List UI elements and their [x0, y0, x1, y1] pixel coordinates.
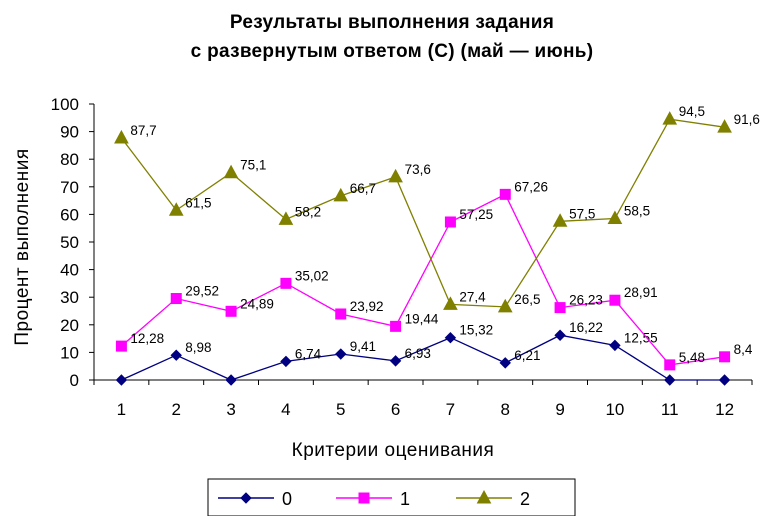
- x-axis-title: Критерии оценивания: [292, 440, 495, 461]
- x-tick-label: 2: [172, 400, 181, 419]
- data-label: 6,74: [295, 346, 322, 361]
- series-2-point: [444, 297, 457, 309]
- x-tick-label: 3: [226, 400, 235, 419]
- x-tick-label: 11: [661, 400, 679, 419]
- data-label: 94,5: [679, 104, 705, 119]
- data-label: 57,25: [459, 207, 493, 222]
- series-1-point: [336, 309, 346, 319]
- series-0-point: [720, 375, 730, 385]
- series-0-point: [226, 375, 236, 385]
- x-tick-label: 1: [117, 400, 126, 419]
- data-label: 6,93: [405, 346, 431, 361]
- series-0-point: [500, 358, 510, 368]
- data-label: 58,2: [295, 204, 321, 219]
- x-tick-label: 10: [605, 400, 624, 419]
- x-tick-label: 12: [715, 400, 734, 419]
- x-tick-label: 6: [391, 400, 400, 419]
- data-label: 91,6: [734, 112, 760, 127]
- series-0-point: [116, 375, 126, 385]
- series-0-point: [391, 356, 401, 366]
- y-tick-label: 60: [60, 205, 79, 224]
- series-1-point: [665, 360, 675, 370]
- y-tick-label: 90: [60, 123, 79, 142]
- data-label: 19,44: [405, 311, 439, 326]
- y-tick-label: 20: [60, 316, 79, 335]
- x-tick-label: 4: [281, 400, 290, 419]
- series-1-point: [445, 217, 455, 227]
- legend-label: 1: [400, 489, 410, 509]
- series-1-point: [171, 294, 181, 304]
- data-label: 9,41: [350, 339, 376, 354]
- series-2-point: [663, 112, 676, 124]
- data-label: 5,48: [679, 350, 705, 365]
- x-tick-label: 5: [336, 400, 345, 419]
- y-tick-label: 0: [70, 371, 79, 390]
- series-1-point: [500, 189, 510, 199]
- data-label: 73,6: [405, 162, 431, 177]
- data-label: 61,5: [185, 195, 211, 210]
- series-0-point: [610, 340, 620, 350]
- x-tick-label: 9: [555, 400, 564, 419]
- y-tick-label: 50: [60, 233, 79, 252]
- series-0-point: [336, 349, 346, 359]
- data-label: 58,5: [624, 204, 650, 219]
- data-label: 8,98: [185, 340, 211, 355]
- data-label: 16,22: [569, 320, 603, 335]
- series-2-point: [608, 212, 621, 224]
- data-label: 26,5: [514, 292, 540, 307]
- series-2-point: [499, 300, 512, 312]
- y-tick-label: 10: [60, 343, 79, 362]
- data-label: 57,5: [569, 206, 595, 221]
- y-tick-label: 70: [60, 178, 79, 197]
- series-2-point: [389, 170, 402, 182]
- series-2-point: [225, 166, 238, 178]
- series-0-point: [665, 375, 675, 385]
- x-tick-label: 7: [446, 400, 455, 419]
- data-label: 12,28: [130, 331, 164, 346]
- data-label: 87,7: [130, 123, 156, 138]
- series-0-point: [171, 350, 181, 360]
- data-label: 15,32: [459, 323, 493, 338]
- data-label: 12,55: [624, 330, 658, 345]
- legend-label: 2: [520, 489, 530, 509]
- data-label: 29,52: [185, 284, 219, 299]
- x-tick-label: 8: [501, 400, 510, 419]
- series-0-point: [555, 330, 565, 340]
- chart-title-line-1: Результаты выполнения задания: [230, 12, 554, 33]
- y-tick-label: 80: [60, 150, 79, 169]
- series-0-point: [281, 356, 291, 366]
- data-label: 66,7: [350, 181, 376, 196]
- series-0-point: [445, 333, 455, 343]
- data-label: 8,4: [734, 342, 753, 357]
- y-axis-title: Процент выполнения: [12, 148, 33, 345]
- chart-title-line-2: с развернутым ответом (С) (май — июнь): [191, 41, 594, 62]
- data-label: 67,26: [514, 179, 548, 194]
- series-1-point: [391, 321, 401, 331]
- data-label: 24,89: [240, 296, 274, 311]
- series-2-point: [115, 131, 128, 143]
- data-label: 75,1: [240, 158, 266, 173]
- y-tick-label: 100: [51, 95, 79, 114]
- series-1-point: [555, 303, 565, 313]
- data-label: 23,92: [350, 299, 384, 314]
- series-1-point: [226, 306, 236, 316]
- data-label: 6,21: [514, 348, 540, 363]
- data-label: 28,91: [624, 285, 658, 300]
- series-1-point: [610, 295, 620, 305]
- series-1-point: [116, 341, 126, 351]
- y-tick-label: 40: [60, 261, 79, 280]
- series-2-point: [279, 212, 292, 224]
- data-label: 27,4: [459, 289, 486, 304]
- legend-marker: [359, 493, 369, 503]
- data-label: 35,02: [295, 268, 329, 283]
- data-label: 26,23: [569, 293, 603, 308]
- series-2-point: [554, 214, 567, 226]
- y-tick-label: 30: [60, 288, 79, 307]
- series-1-point: [720, 352, 730, 362]
- legend-label: 0: [282, 489, 292, 509]
- series-1-point: [281, 278, 291, 288]
